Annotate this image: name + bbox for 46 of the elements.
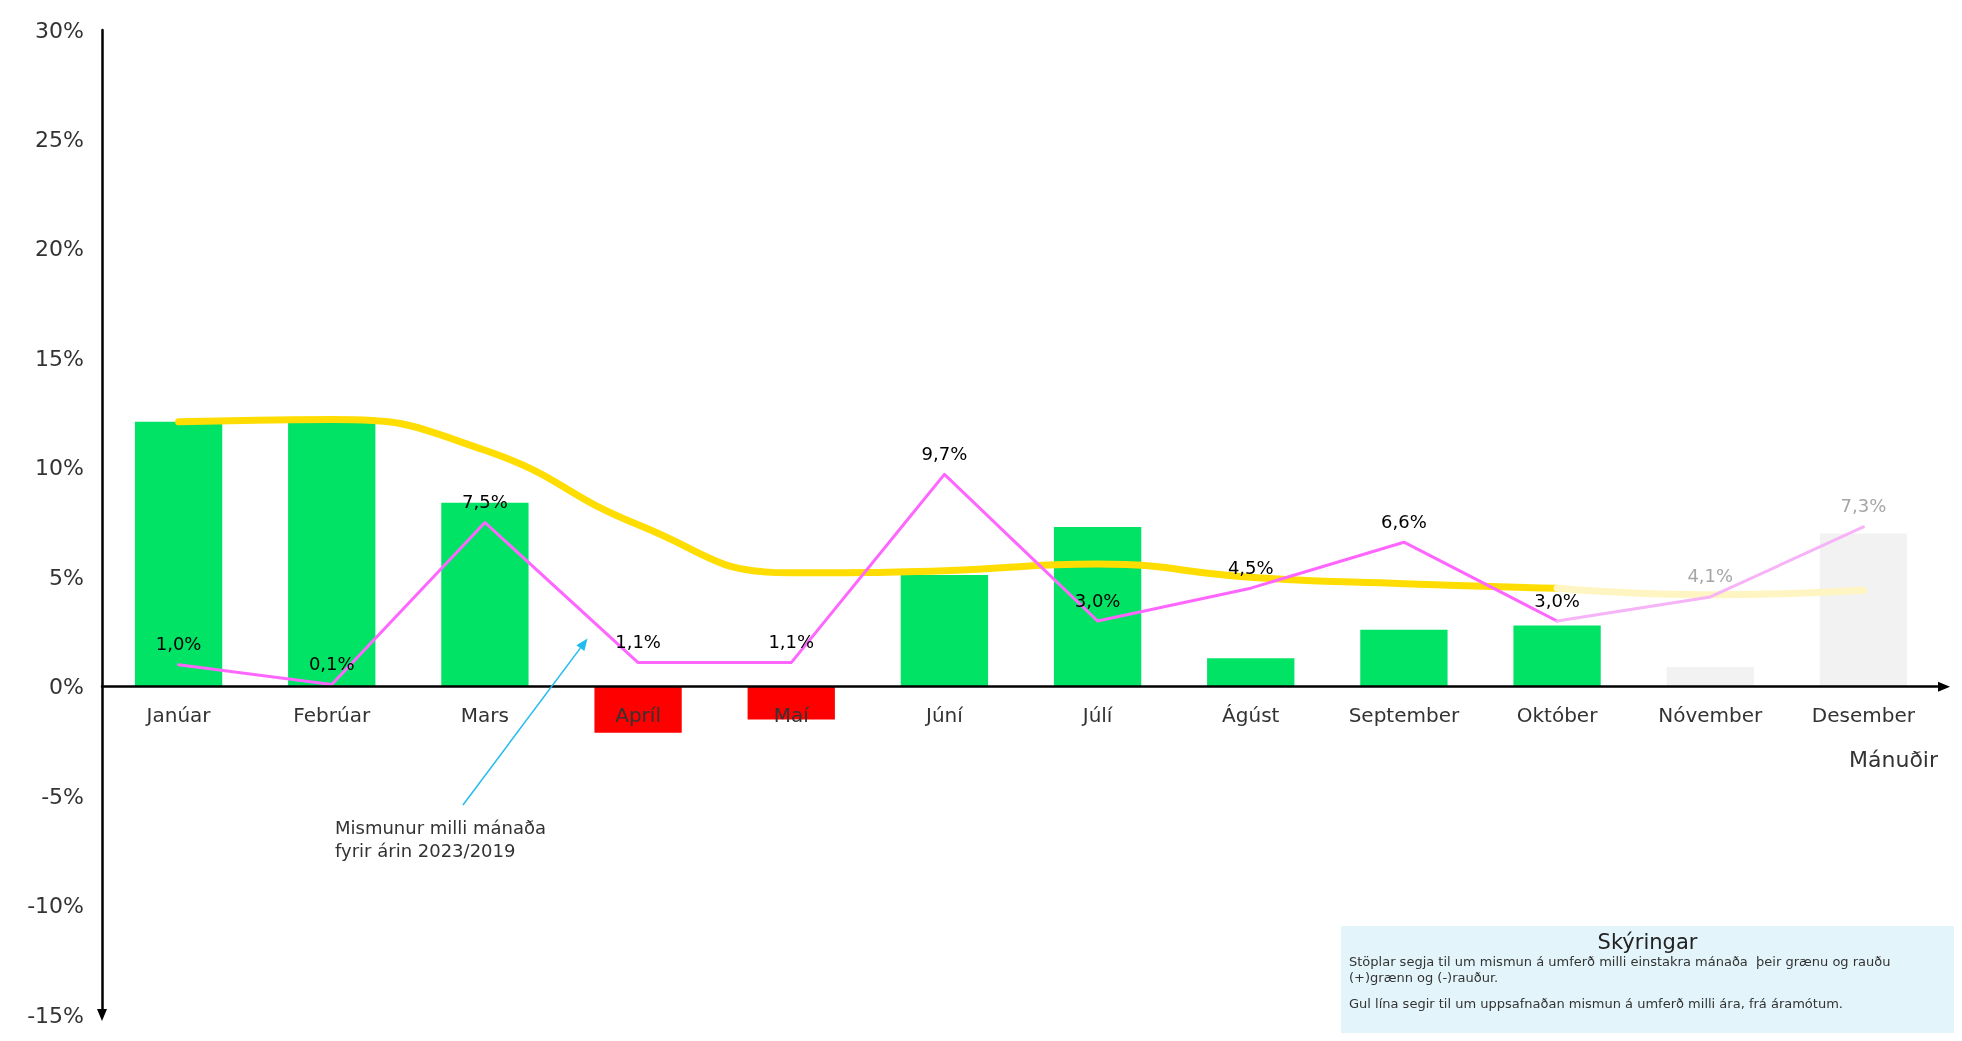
x-tick-label: Ágúst [1222,702,1280,727]
x-axis-title: Mánuðir [1849,747,1939,773]
bar [1360,629,1448,687]
bar [1207,658,1295,687]
data-label: 7,3% [1840,495,1887,517]
y-tick-label: 25% [35,126,84,152]
bar [1513,625,1601,687]
annotation: Mismunur milli mánaða fyrir árin 2023/2019 [335,817,552,861]
data-label: 3,0% [1074,589,1121,611]
data-label: 4,1% [1687,565,1734,587]
y-tick-label: 20% [35,236,84,262]
x-tick-label: Júlí [1080,702,1114,727]
x-tick-label: Febrúar [293,702,371,727]
y-tick-label: -10% [27,893,84,919]
x-tick-label: Apríl [615,702,661,727]
annotation: Skýringar [1596,930,1699,954]
data-label: 4,5% [1227,556,1274,578]
bar [134,421,223,687]
annotation: Gul lína segir til um uppsafnaðan mismun á umferð milli ára, frá áramótum. [1349,996,1844,1012]
data-label: 9,7% [921,442,968,464]
note-box: Skýringar Stöplar segja til um mismun á umferð milli einstakra mánaða þeir grænu og rauðu (+)grænn og (-)rauður. Gul lína segir til um uppsafnaðan mismun á umferð milli ára, frá áramótum. [1341,926,1954,1033]
x-tick-label: Janúar [144,702,212,727]
x-tick-label: Nóvember [1658,702,1764,727]
annotation: Stöplar segja til um mismun á umferð milli einstakra mánaða þeir grænu og rauðu (+)grænn og (-)rauður. [1349,954,1892,986]
y-tick-label: -15% [27,1002,84,1028]
bar [288,421,376,687]
y-tick-label: 5% [49,564,84,590]
y-tick-label: -5% [41,783,84,809]
x-tick-label: September [1348,702,1460,727]
y-tick-label: 10% [35,455,84,481]
x-tick-label: Október [1516,702,1599,727]
data-label: 1,1% [615,631,661,653]
x-tick-label: Mars [460,702,509,727]
bar [900,575,989,687]
data-label: 3,0% [1534,589,1580,611]
bar [1819,533,1908,687]
x-tick-label: Júní [924,702,965,727]
bar [594,686,682,733]
x-tick-label: Desember [1811,702,1916,727]
y-tick-label: 30% [35,17,84,43]
data-label: 6,6% [1381,510,1427,532]
y-tick-label: 0% [49,674,84,700]
y-tick-label: 15% [35,345,84,371]
data-label: 1,0% [155,633,202,655]
bar [1666,666,1754,687]
bar [1053,526,1142,687]
